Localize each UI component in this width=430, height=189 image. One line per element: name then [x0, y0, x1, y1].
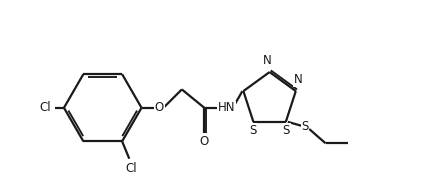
Text: Cl: Cl — [126, 162, 137, 175]
Text: O: O — [155, 101, 164, 114]
Text: HN: HN — [218, 101, 236, 114]
Text: S: S — [301, 121, 309, 133]
Text: Cl: Cl — [39, 101, 51, 114]
Text: S: S — [249, 124, 257, 137]
Text: N: N — [263, 54, 272, 67]
Text: S: S — [283, 124, 290, 137]
Text: O: O — [200, 135, 209, 148]
Text: N: N — [293, 74, 302, 87]
